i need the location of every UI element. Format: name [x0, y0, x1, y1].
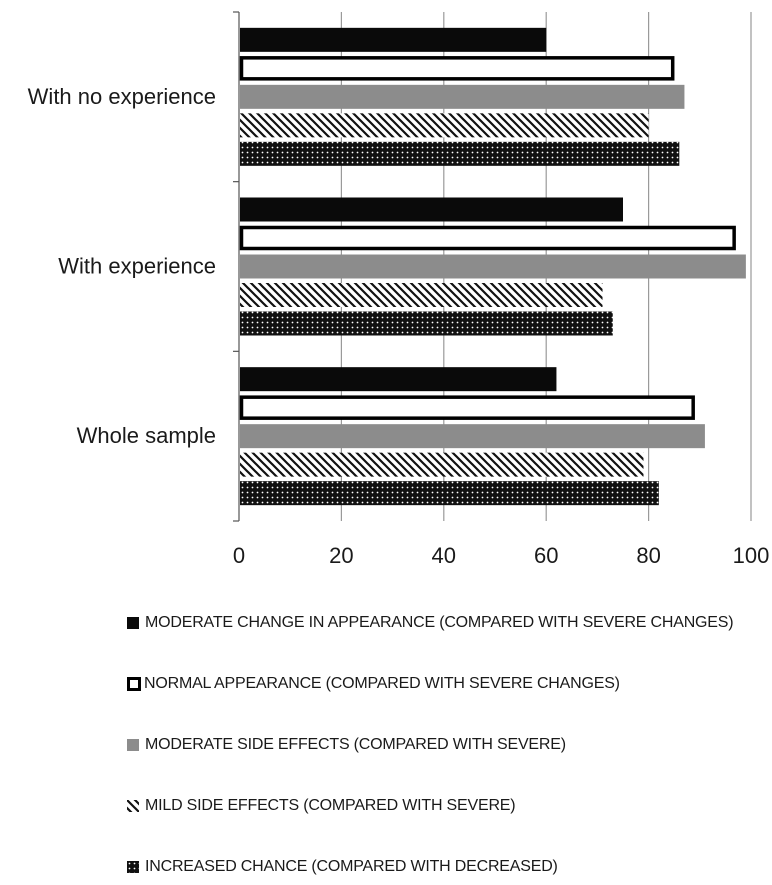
bar	[240, 254, 746, 279]
x-tick-label: 20	[329, 543, 353, 568]
legend: MODERATE CHANGE IN APPEARANCE (COMPARED …	[127, 612, 767, 878]
bar	[240, 27, 547, 52]
legend-item-mild-side-effects: MILD SIDE EFFECTS (COMPARED WITH SEVERE)	[127, 795, 767, 817]
legend-item-normal-appearance: NORMAL APPEARANCE (COMPARED WITH SEVERE …	[127, 673, 767, 695]
x-tick-label: 100	[733, 543, 770, 568]
x-tick-label: 40	[432, 543, 456, 568]
legend-label: INCREASED CHANCE (COMPARED WITH DECREASE…	[145, 858, 558, 875]
legend-item-moderate-change: MODERATE CHANGE IN APPEARANCE (COMPARED …	[127, 612, 767, 634]
bar	[240, 481, 659, 506]
legend-label: MODERATE SIDE EFFECTS (COMPARED WITH SEV…	[145, 736, 566, 753]
legend-swatch-outline	[127, 677, 141, 691]
bar	[240, 84, 685, 109]
legend-swatch-dots	[127, 861, 139, 873]
legend-label: MILD SIDE EFFECTS (COMPARED WITH SEVERE)	[145, 797, 516, 814]
bars	[239, 27, 746, 506]
bar	[239, 225, 736, 251]
legend-item-moderate-side-effects: MODERATE SIDE EFFECTS (COMPARED WITH SEV…	[127, 734, 767, 756]
bar-chart-svg: 0 20 40 60 80 100 With no experience With exper…	[28, 11, 770, 568]
bar	[240, 424, 705, 449]
bar	[239, 56, 675, 81]
bar	[240, 283, 603, 307]
bar	[240, 141, 680, 166]
category-label: With no experience	[28, 84, 216, 109]
legend-swatch-stripes	[127, 800, 139, 812]
legend-label: MODERATE CHANGE IN APPEARANCE (COMPARED …	[145, 614, 734, 631]
bar	[240, 367, 557, 392]
x-tick-label: 60	[534, 543, 558, 568]
legend-label: NORMAL APPEARANCE (COMPARED WITH SEVERE …	[144, 675, 620, 692]
bar	[240, 113, 649, 138]
bar	[240, 197, 623, 222]
axes	[233, 11, 240, 522]
x-tick-label: 80	[636, 543, 660, 568]
legend-item-increased-chance: INCREASED CHANCE (COMPARED WITH DECREASE…	[127, 856, 767, 878]
legend-swatch-gray	[127, 739, 139, 751]
category-label: With experience	[58, 254, 216, 279]
bar	[239, 395, 695, 420]
category-label: Whole sample	[77, 423, 216, 448]
labels: 0 20 40 60 80 100 With no experience With exper…	[28, 84, 770, 568]
x-tick-label: 0	[233, 543, 245, 568]
bar	[240, 452, 644, 477]
bar	[240, 311, 613, 336]
legend-swatch-solid-black	[127, 617, 139, 629]
